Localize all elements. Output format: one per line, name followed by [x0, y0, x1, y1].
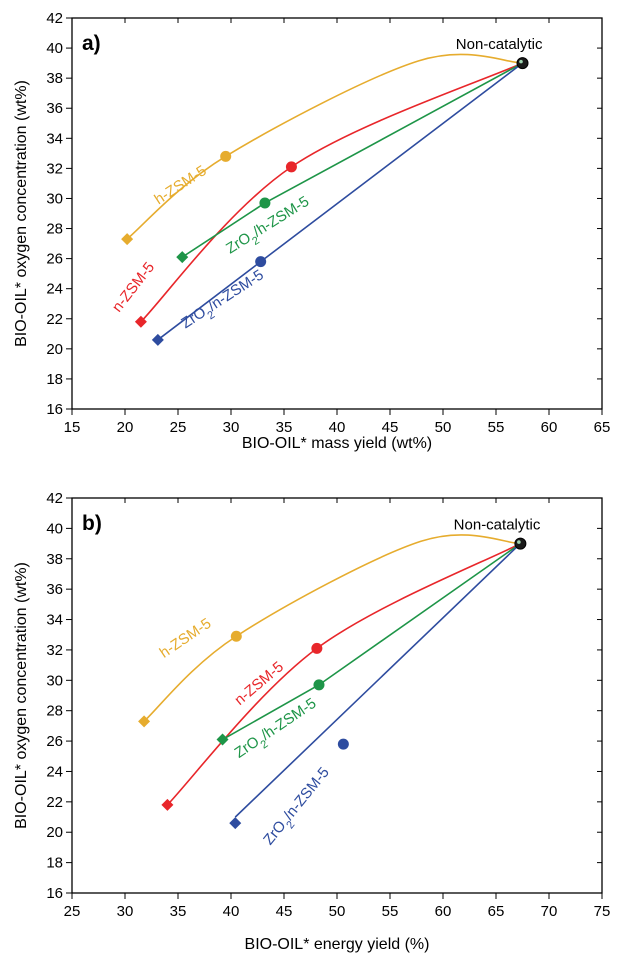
data-point-diamond	[121, 233, 134, 246]
series-label: h-ZSM-5	[151, 162, 209, 208]
data-point-diamond	[216, 733, 229, 746]
x-tick-label: 40	[329, 419, 346, 436]
x-tick-label: 30	[223, 419, 240, 436]
data-point-circle	[259, 197, 271, 209]
series-line	[181, 62, 523, 258]
x-axis-title: BIO-OIL* energy yield (%)	[245, 936, 430, 953]
data-point-circle	[313, 679, 325, 691]
x-tick-label: 50	[329, 903, 346, 920]
y-tick-label: 18	[46, 371, 63, 388]
y-tick-label: 20	[46, 341, 63, 358]
panel-label: b)	[82, 512, 102, 535]
data-point-circle	[285, 161, 297, 173]
y-tick-label: 34	[46, 130, 63, 147]
x-tick-label: 30	[117, 903, 134, 920]
y-tick-label: 26	[46, 251, 63, 268]
non-catalytic-label: Non-catalytic	[454, 517, 541, 534]
y-tick-label: 42	[46, 10, 63, 27]
x-tick-label: 35	[276, 419, 293, 436]
series-line	[234, 542, 521, 818]
y-tick-label: 28	[46, 221, 63, 238]
x-tick-label: 25	[170, 419, 187, 436]
data-point-diamond	[229, 817, 242, 830]
data-point-diamond	[134, 315, 147, 328]
y-tick-label: 16	[46, 885, 63, 902]
plot-frame	[71, 17, 603, 410]
y-tick-label: 20	[46, 824, 63, 841]
y-tick-label: 36	[46, 581, 63, 598]
y-axis-title: BIO-OIL* oxygen concentration (wt%)	[13, 562, 30, 829]
chart-panel-a: 15 20 25 30 35 40 45 50 55 60 65 16 18 20 22 24 26 28 30 32…	[13, 10, 610, 452]
x-tick-label: 65	[594, 419, 611, 436]
y-tick-label: 36	[46, 100, 63, 117]
plot-frame	[71, 497, 603, 894]
x-axis-title: BIO-OIL* mass yield (wt%)	[242, 435, 432, 452]
series-line	[140, 62, 523, 323]
y-tick-label: 24	[46, 281, 63, 298]
x-tick-label: 40	[223, 903, 240, 920]
data-point-circle	[230, 630, 242, 642]
non-catalytic-label: Non-catalytic	[456, 36, 543, 53]
y-tick-label: 34	[46, 612, 63, 629]
x-tick-label: 35	[170, 903, 187, 920]
x-tick-label: 50	[435, 419, 452, 436]
x-tick-label: 55	[488, 419, 505, 436]
x-tick-label: 65	[488, 903, 505, 920]
x-tick-label: 60	[435, 903, 452, 920]
data-point-diamond	[161, 798, 174, 811]
y-tick-label: 38	[46, 70, 63, 87]
non-catalytic-point-highlight	[517, 540, 521, 544]
x-tick-label: 70	[541, 903, 558, 920]
y-tick-label: 40	[46, 520, 63, 537]
series-line	[143, 534, 521, 722]
series-line	[166, 542, 521, 806]
y-tick-label: 22	[46, 794, 63, 811]
x-tick-label: 15	[64, 419, 81, 436]
data-point-diamond	[176, 251, 189, 264]
x-tick-label: 75	[594, 903, 611, 920]
data-point-diamond	[138, 715, 151, 728]
series-label: ZrO2/n-ZSM-5	[178, 266, 269, 336]
series-label: n-ZSM-5	[109, 259, 158, 315]
non-catalytic-point-highlight	[519, 59, 523, 64]
non-catalytic-point	[516, 57, 529, 70]
y-tick-label: 24	[46, 763, 63, 780]
y-tick-label: 18	[46, 855, 63, 872]
y-tick-label: 30	[46, 672, 63, 689]
series-label: ZrO2/n-ZSM-5	[260, 764, 337, 851]
chart-panel-b: 25 30 35 40 45 50 55 60 65 70 75 16 18 20 22 24 26 28 30 32…	[13, 490, 610, 953]
y-tick-label: 40	[46, 40, 63, 57]
x-tick-label: 45	[382, 419, 399, 436]
x-tick-label: 45	[276, 903, 293, 920]
data-point-diamond	[151, 333, 164, 346]
x-tick-label: 25	[64, 903, 81, 920]
data-point-circle	[337, 738, 349, 750]
series-label: h-ZSM-5	[157, 615, 215, 662]
non-catalytic-point	[514, 537, 527, 550]
x-tick-label: 20	[117, 419, 134, 436]
y-tick-label: 26	[46, 733, 63, 750]
data-point-circle	[311, 642, 323, 654]
y-tick-label: 22	[46, 311, 63, 328]
y-axis-title: BIO-OIL* oxygen concentration (wt%)	[13, 80, 30, 347]
y-tick-label: 28	[46, 703, 63, 720]
x-tick-label: 60	[541, 419, 558, 436]
y-tick-label: 32	[46, 642, 63, 659]
panel-label: a)	[82, 32, 101, 55]
y-tick-label: 16	[46, 401, 63, 418]
data-point-circle	[220, 150, 232, 162]
series-line	[222, 542, 521, 741]
y-tick-label: 30	[46, 190, 63, 207]
y-tick-label: 42	[46, 490, 63, 507]
data-point-circle	[255, 256, 267, 268]
x-tick-label: 55	[382, 903, 399, 920]
y-tick-label: 38	[46, 551, 63, 568]
y-tick-label: 32	[46, 160, 63, 177]
series-line	[126, 53, 523, 240]
